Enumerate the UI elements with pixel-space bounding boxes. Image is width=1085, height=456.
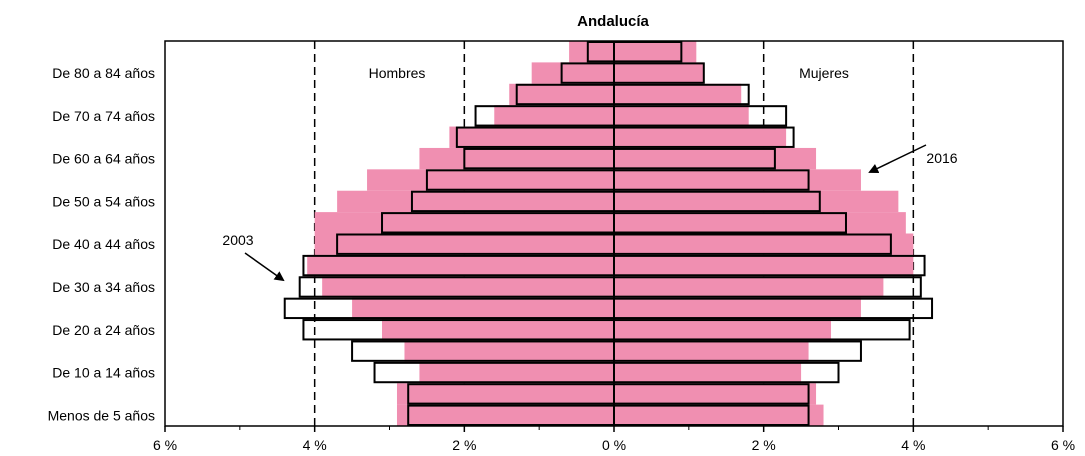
category-label: Menos de 5 años [48, 407, 155, 423]
x-tick-label: 2 % [752, 437, 776, 453]
bar-2016-mujeres [614, 254, 914, 277]
bar-2016-mujeres [614, 62, 704, 84]
bar-2016-hombres [352, 297, 614, 320]
bar-2016-mujeres [614, 169, 861, 191]
bar-2016-mujeres [614, 147, 817, 170]
bar-2016-mujeres [614, 361, 802, 384]
bar-2016-hombres [322, 276, 614, 298]
bar-2016-hombres [367, 169, 614, 191]
bar-2016-hombres [307, 254, 614, 277]
category-label: De 60 a 64 años [52, 151, 155, 167]
bar-2016-mujeres [614, 105, 749, 127]
bar-2016-mujeres [614, 41, 697, 63]
category-label: De 20 a 24 años [52, 322, 155, 338]
category-label: De 10 a 14 años [52, 365, 155, 381]
series-2016-bars [307, 41, 914, 426]
bar-2016-mujeres [614, 404, 824, 426]
bar-2016-hombres [509, 83, 614, 106]
category-label: De 80 a 84 años [52, 65, 155, 81]
annotation-2003-arrow [244, 252, 285, 282]
category-label: De 50 a 54 años [52, 193, 155, 209]
bar-2016-mujeres [614, 190, 899, 213]
category-label: De 30 a 34 años [52, 279, 155, 295]
bar-2016-hombres [419, 147, 614, 170]
hombres-label: Hombres [369, 65, 426, 81]
x-tick-label: 4 % [303, 437, 327, 453]
bar-2016-hombres [404, 340, 614, 362]
x-tick-label: 4 % [901, 437, 925, 453]
bar-2016-mujeres [614, 276, 884, 298]
bar-2016-hombres [531, 62, 614, 84]
category-label: De 40 a 44 años [52, 236, 155, 252]
bar-2016-mujeres [614, 126, 787, 148]
bar-2016-mujeres [614, 212, 906, 234]
bar-2016-mujeres [614, 383, 817, 405]
x-tick-label: 0 % [602, 437, 626, 453]
bar-2016-mujeres [614, 340, 809, 362]
x-axis-ticks: 6 % 4 % 2 % 0 % 2 % 4 % 6 % [153, 426, 1075, 453]
bar-2016-mujeres [614, 83, 742, 106]
annotation-2016: 2016 [926, 150, 957, 166]
x-tick-label: 6 % [1051, 437, 1075, 453]
category-labels: Menos de 5 años De 10 a 14 años De 20 a 24… [48, 65, 155, 423]
bar-2016-hombres [337, 190, 614, 213]
bar-2016-hombres [419, 361, 614, 384]
bar-2016-mujeres [614, 233, 914, 255]
bar-2016-hombres [494, 105, 614, 127]
annotation-2003: 2003 [222, 232, 253, 248]
bar-2016-mujeres [614, 319, 832, 341]
bar-2016-mujeres [614, 297, 861, 320]
category-label: De 70 a 74 años [52, 108, 155, 124]
bar-2016-hombres [449, 126, 614, 148]
chart-title: Andalucía [577, 13, 649, 30]
bar-2016-hombres [382, 319, 614, 341]
annotation-2016-arrow [868, 144, 927, 174]
bar-2016-hombres [396, 404, 614, 426]
bar-2016-hombres [314, 233, 614, 255]
bar-2016-hombres [569, 41, 614, 63]
x-tick-label: 6 % [153, 437, 177, 453]
mujeres-label: Mujeres [799, 65, 849, 81]
x-tick-label: 2 % [452, 437, 476, 453]
bar-2016-hombres [396, 383, 614, 405]
bar-2016-hombres [314, 212, 614, 234]
